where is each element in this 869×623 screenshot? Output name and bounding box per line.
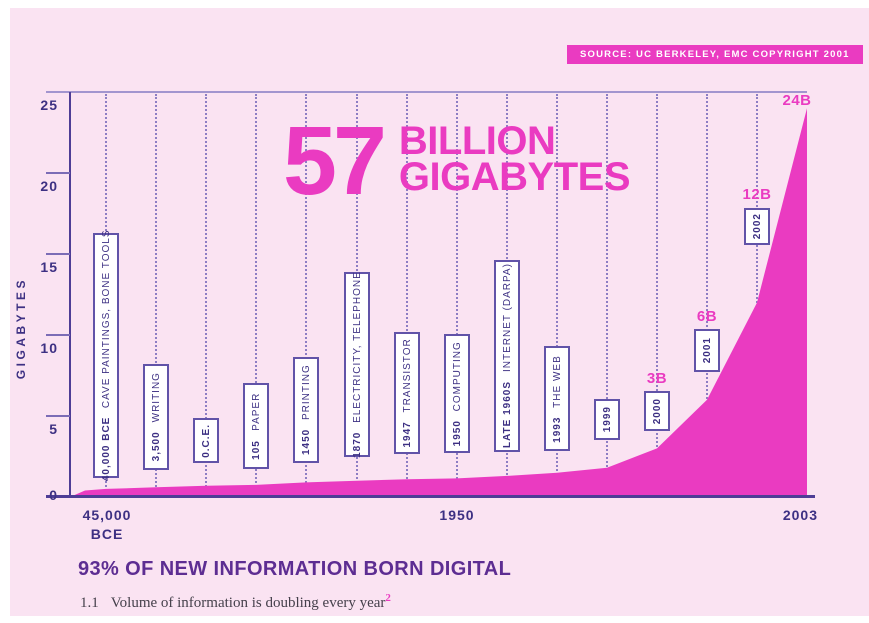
- milestone-text: 1999: [602, 406, 613, 432]
- chart-title: 57 BILLION GIGABYTES: [283, 106, 631, 215]
- milestone-box: 1947 TRANSISTOR: [394, 332, 420, 454]
- milestone-event: PAPER: [250, 392, 262, 431]
- x-tick-label-mid: 1950: [439, 507, 475, 523]
- milestone-text: 0.C.E.: [201, 424, 212, 458]
- milestone-text: 2002: [752, 213, 763, 239]
- milestone-text: 105 PAPER: [251, 393, 262, 460]
- footnote-index: 1.1: [80, 595, 99, 611]
- milestone-event: COMPUTING: [451, 340, 463, 411]
- milestone-year: 2001: [701, 337, 713, 364]
- milestone-year: 0.C.E.: [200, 423, 212, 458]
- milestone-year: 1999: [601, 406, 613, 433]
- title-number: 57: [283, 106, 387, 215]
- milestone-box: 2000: [644, 391, 670, 431]
- milestone-box: 1999: [594, 399, 620, 440]
- y-tick-mark: [46, 334, 70, 336]
- milestone-box: 1950 COMPUTING: [444, 334, 470, 453]
- milestone-year: 1947: [401, 421, 413, 448]
- milestone-event: CAVE PAINTINGS, BONE TOOLS: [100, 229, 112, 409]
- milestone-text: 40,000 BCE CAVE PAINTINGS, BONE TOOLS: [101, 229, 112, 481]
- y-axis-title-text: GIGABYTES: [14, 276, 28, 380]
- milestone-event: INTERNET (DARPA): [501, 263, 513, 373]
- milestone-event: TRANSISTOR: [401, 338, 413, 413]
- y-tick-mark: [46, 172, 70, 174]
- y-tick-label: 5: [49, 421, 58, 437]
- milestone-year: 40,000 BCE: [100, 417, 112, 482]
- milestone-year: 2000: [651, 397, 663, 425]
- y-tick-mark: [46, 415, 70, 417]
- milestone-box: 2001: [694, 329, 720, 372]
- footnote: 1.1 Volume of information is doubling eve…: [80, 592, 391, 612]
- milestone-text: 1947 TRANSISTOR: [402, 338, 413, 448]
- y-tick-mark: [46, 253, 70, 255]
- x-axis-line: [46, 495, 815, 498]
- milestone-year: 3,500: [150, 431, 162, 462]
- milestone-box: 0.C.E.: [193, 418, 219, 463]
- milestone-text: 1870 ELECTRICITY, TELEPHONE: [352, 271, 363, 458]
- milestone-box: LATE 1960S INTERNET (DARPA): [494, 260, 520, 452]
- milestone-gridline: [656, 94, 658, 494]
- milestone-gridline: [706, 94, 708, 494]
- milestone-text: 3,500 WRITING: [151, 372, 162, 461]
- milestone-box: 1870 ELECTRICITY, TELEPHONE: [344, 271, 370, 458]
- y-tick-label: 15: [40, 259, 58, 275]
- headline: 93% OF NEW INFORMATION BORN DIGITAL: [78, 558, 512, 580]
- y-axis-title: GIGABYTES: [12, 248, 30, 408]
- x-label-45000: 45,000: [82, 507, 132, 523]
- y-tick-label: 25: [40, 97, 58, 113]
- value-badge: 24B: [782, 92, 812, 109]
- milestone-text: 2001: [702, 337, 713, 363]
- plot-top-border: [46, 91, 807, 93]
- milestone-event: ELECTRICITY, TELEPHONE: [351, 271, 363, 423]
- milestone-event: WRITING: [150, 372, 162, 423]
- source-badge: SOURCE: UC BERKELEY, EMC COPYRIGHT 2001: [567, 45, 863, 64]
- milestone-year: LATE 1960S: [501, 381, 513, 449]
- value-badge: 3B: [646, 370, 668, 387]
- milestone-box: 40,000 BCE CAVE PAINTINGS, BONE TOOLS: [93, 229, 119, 482]
- y-axis-line: [69, 92, 71, 497]
- milestone-year: 2002: [751, 213, 763, 240]
- milestone-event: PRINTING: [300, 364, 312, 421]
- milestone-text: 1450 PRINTING: [301, 364, 312, 455]
- footnote-text: Volume of information is doubling every …: [110, 595, 386, 611]
- y-tick-label: 20: [40, 178, 58, 194]
- milestone-year: 1870: [351, 431, 363, 458]
- title-line2: GIGABYTES: [398, 155, 631, 199]
- milestone-event: THE WEB: [551, 354, 563, 408]
- x-tick-label-start: 45,000 BCE: [70, 506, 144, 544]
- milestone-box: 105 PAPER: [243, 383, 269, 469]
- milestone-year: 1950: [451, 419, 463, 447]
- milestone-year: 105: [250, 439, 262, 460]
- milestone-text: 1950 COMPUTING: [452, 341, 463, 446]
- value-badge: 12B: [742, 186, 772, 203]
- milestone-year: 1993: [551, 416, 563, 443]
- title-words: BILLION GIGABYTES: [398, 119, 631, 201]
- milestone-text: 1993 THE WEB: [552, 355, 563, 443]
- x-tick-label-end: 2003: [782, 507, 818, 523]
- milestone-year: 1450: [300, 429, 312, 456]
- y-tick-label: 10: [40, 340, 58, 356]
- milestone-box: 3,500 WRITING: [143, 364, 169, 470]
- milestone-gridline: [756, 94, 758, 494]
- milestone-text: 2000: [652, 398, 663, 424]
- x-label-bce: BCE: [90, 526, 124, 542]
- milestone-box: 2002: [744, 208, 770, 245]
- y-tick-label: 0: [49, 487, 58, 503]
- milestone-box: 1450 PRINTING: [293, 357, 319, 463]
- value-badge: 6B: [696, 308, 718, 325]
- milestone-text: LATE 1960S INTERNET (DARPA): [502, 263, 513, 448]
- milestone-box: 1993 THE WEB: [544, 346, 570, 451]
- footnote-superscript: 2: [385, 592, 391, 604]
- title-line1: BILLION: [398, 119, 556, 163]
